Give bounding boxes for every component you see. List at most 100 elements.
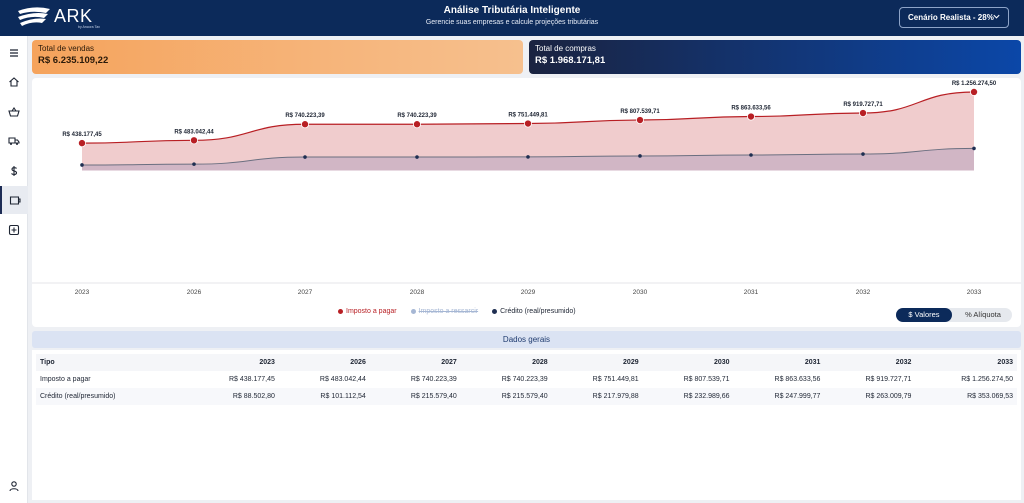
credit-area (82, 148, 974, 171)
total-sales-value: R$ 6.235.109,22 (38, 55, 109, 66)
table-cell: R$ 232.989,66 (683, 393, 730, 400)
table-cell: R$ 863.633,56 (774, 376, 821, 383)
x-tick-label: 2023 (75, 289, 90, 296)
table-cell: R$ 483.042,44 (319, 376, 366, 383)
sidebar (0, 36, 28, 503)
dollar-icon (11, 166, 18, 176)
table-header: 2028 (532, 359, 548, 366)
user-icon (9, 481, 19, 492)
tax-point (523, 119, 532, 128)
data-table: Tipo 2023 2026 2027 2028 2029 2030 2031 … (36, 354, 1017, 405)
sidebar-item-add[interactable] (0, 216, 28, 244)
table-cell: R$ 740.223,39 (501, 376, 548, 383)
basket-icon (8, 107, 20, 117)
legend-tax[interactable]: Imposto a pagar (338, 308, 397, 315)
credit-point (861, 152, 865, 156)
chart-panel: R$ 438.177,45 R$ 483.042,44 R$ 740.223,39 R… (32, 78, 1021, 327)
table-header: Tipo (40, 359, 55, 366)
menu-icon (10, 49, 18, 57)
table-header: 2032 (895, 359, 912, 366)
table-cell: R$ 101.112,54 (320, 393, 366, 400)
total-sales-label: Total de vendas (38, 44, 95, 53)
sidebar-item-purchases[interactable] (0, 127, 28, 155)
table-cell: R$ 215.579,40 (501, 393, 548, 400)
table-header: 2033 (997, 359, 1013, 366)
toggle-values-button[interactable]: $ Valores (896, 308, 952, 322)
credit-point (303, 155, 307, 159)
tax-value-label: R$ 438.177,45 (62, 132, 102, 138)
table-header: 2023 (259, 359, 275, 366)
tax-value-label: R$ 919.727,71 (843, 102, 883, 108)
tax-area (82, 91, 974, 171)
table-cell: R$ 215.579,40 (410, 393, 457, 400)
table-cell: R$ 247.999,77 (774, 393, 821, 400)
sidebar-item-finance[interactable] (0, 157, 28, 185)
legend-tax-dot (338, 309, 343, 314)
tax-value-label: R$ 483.042,44 (174, 129, 214, 135)
table-cell: Imposto a pagar (40, 376, 91, 383)
table-cell: R$ 740.223,39 (410, 376, 457, 383)
section-title: Dados gerais (32, 331, 1021, 348)
table-cell: R$ 919.727,71 (865, 376, 912, 383)
table-row: Imposto a pagar R$ 438.177,45 R$ 483.042… (36, 371, 1017, 388)
legend-credit-dot (492, 309, 498, 314)
tax-point (189, 136, 198, 145)
tax-value-label: R$ 740.223,39 (397, 113, 437, 119)
table-cell: R$ 1.256.274,50 (961, 376, 1013, 383)
table-header: 2029 (623, 359, 639, 366)
legend-credit-label: Crédito (real/presumido) (500, 308, 576, 315)
table-cell: R$ 263.009,79 (865, 393, 912, 400)
top-bar: ARK by Ancora Tax Análise Tributária Int… (0, 0, 1024, 36)
total-purchases-label: Total de compras (535, 44, 596, 53)
legend-refund-label: Imposto a ressarcir (418, 308, 479, 315)
credit-point (415, 155, 419, 159)
ark-logo[interactable]: ARK by Ancora Tax (16, 5, 106, 31)
scenario-select[interactable]: Cenário Realista - 28% (899, 7, 1009, 28)
table-cell: R$ 88.502,80 (232, 393, 275, 400)
table-cell: R$ 438.177,45 (228, 376, 275, 383)
tax-point (747, 112, 756, 121)
legend-credit[interactable]: Crédito (real/presumido) (492, 308, 576, 315)
table-cell: R$ 751.449,81 (592, 376, 639, 383)
sidebar-item-sales[interactable] (0, 98, 28, 126)
sidebar-item-wallet[interactable] (0, 186, 28, 214)
x-tick-label: 2032 (856, 289, 871, 296)
table-row: Crédito (real/presumido) R$ 88.502,80 R$… (36, 388, 1017, 405)
data-table-panel: Tipo 2023 2026 2027 2028 2029 2030 2031 … (32, 350, 1021, 500)
x-tick-label: 2029 (521, 289, 536, 296)
tax-projection-chart: R$ 438.177,45 R$ 483.042,44 R$ 740.223,39 R… (32, 81, 1021, 296)
tax-value-label: R$ 807.539,71 (620, 109, 660, 115)
x-tick-label: 2033 (967, 289, 982, 296)
x-tick-label: 2030 (633, 289, 648, 296)
sidebar-item-home[interactable] (0, 68, 28, 96)
tax-point (300, 120, 309, 129)
menu-button[interactable] (0, 39, 28, 67)
credit-point (638, 154, 642, 158)
tax-point (412, 120, 421, 129)
tax-value-label: R$ 751.449,81 (508, 113, 548, 119)
credit-point (749, 153, 753, 157)
wallet-icon (9, 196, 21, 205)
total-purchases-card: Total de compras R$ 1.968.171,81 (529, 40, 1021, 74)
tax-point (636, 116, 645, 125)
x-tick-label: 2028 (410, 289, 425, 296)
toggle-rate-button[interactable]: % Alíquota (965, 310, 1001, 319)
chart-legend: Imposto a pagar Imposto a ressarcir Créd… (338, 308, 590, 315)
total-sales-card: Total de vendas R$ 6.235.109,22 (32, 40, 523, 74)
plus-square-icon (8, 224, 20, 236)
legend-tax-label: Imposto a pagar (346, 308, 397, 315)
scenario-label: Cenário Realista - 28% (908, 13, 994, 22)
app-subtitle: Gerencie suas empresas e calcule projeçõ… (425, 19, 599, 26)
logo-text: ARK (54, 6, 93, 26)
tax-point (78, 139, 87, 148)
tax-value-label: R$ 1.256.274,50 (952, 81, 997, 87)
table-cell: R$ 353.069,53 (967, 393, 1013, 400)
credit-point (526, 155, 530, 159)
table-header: 2030 (713, 359, 730, 366)
table-header: 2026 (350, 359, 366, 366)
x-tick-label: 2026 (187, 289, 202, 296)
tax-value-label: R$ 863.633,56 (731, 106, 771, 112)
legend-refund[interactable]: Imposto a ressarcir (410, 308, 479, 315)
sidebar-item-profile[interactable] (0, 472, 28, 500)
x-tick-label: 2027 (298, 289, 313, 296)
